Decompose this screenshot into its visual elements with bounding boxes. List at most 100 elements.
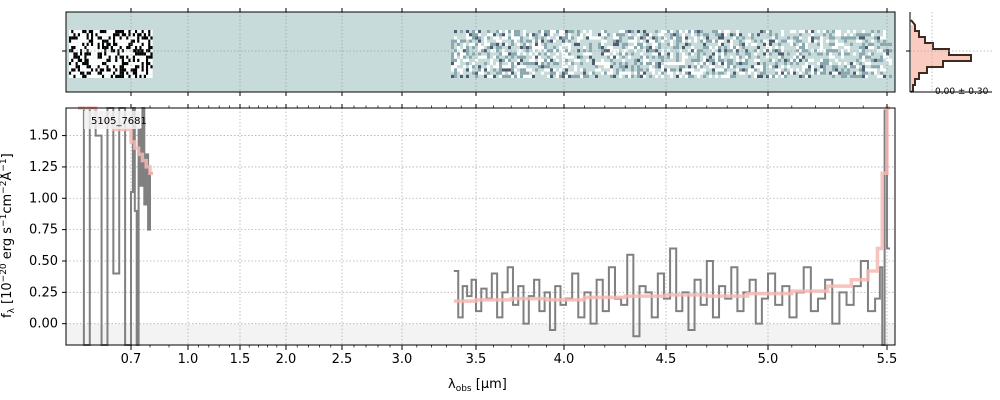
- spectrum-2d-pixel: [835, 30, 838, 34]
- spectrum-2d-pixel: [93, 42, 96, 46]
- spectrum-2d-pixel: [643, 62, 646, 66]
- spectrum-2d-pixel: [532, 46, 535, 50]
- spectrum-2d-pixel: [742, 55, 745, 59]
- spectrum-2d-pixel: [598, 52, 601, 56]
- spectrum-2d-pixel: [150, 30, 153, 34]
- spectrum-2d-pixel: [460, 68, 463, 72]
- spectrum-2d-pixel: [128, 74, 131, 78]
- spectrum-2d-pixel: [508, 74, 511, 78]
- spectrum-2d-pixel: [802, 39, 805, 43]
- spectrum-2d-pixel: [544, 36, 547, 40]
- spectrum-2d-pixel: [613, 42, 616, 46]
- spectrum-2d-pixel: [505, 74, 508, 78]
- spectrum-2d-pixel: [853, 65, 856, 69]
- spectrum-2d-pixel: [853, 42, 856, 46]
- spectrum-2d-pixel: [478, 36, 481, 40]
- spectrum-2d-pixel: [604, 65, 607, 69]
- spectrum-2d-pixel: [106, 52, 109, 56]
- spectrum-2d-pixel: [84, 62, 87, 66]
- spectrum-2d-pixel: [826, 30, 829, 34]
- spectrum-2d-pixel: [754, 39, 757, 43]
- spectrum-2d-pixel: [856, 42, 859, 46]
- spectrum-2d-pixel: [77, 36, 80, 40]
- y-tick-label: 0.75: [29, 223, 58, 238]
- spectrum-2d-pixel: [886, 33, 889, 37]
- spectrum-2d-pixel: [745, 55, 748, 59]
- spectrum-2d-pixel: [652, 33, 655, 37]
- spectrum-2d-pixel: [137, 30, 140, 34]
- spectrum-2d-pixel: [99, 33, 102, 37]
- spectrum-2d-pixel: [517, 65, 520, 69]
- spectrum-2d-pixel: [871, 65, 874, 69]
- spectrum-2d-pixel: [124, 30, 127, 34]
- spectrum-2d-pixel: [712, 36, 715, 40]
- spectrum-2d-pixel: [697, 65, 700, 69]
- spectrum-2d-pixel: [472, 58, 475, 62]
- spectrum-2d-pixel: [520, 52, 523, 56]
- spectrum-2d-pixel: [472, 52, 475, 56]
- spectrum-2d-pixel: [505, 39, 508, 43]
- spectrum-2d-pixel: [670, 74, 673, 78]
- spectrum-2d-pixel: [562, 55, 565, 59]
- spectrum-2d-pixel: [763, 65, 766, 69]
- spectrum-2d-pixel: [811, 52, 814, 56]
- spectrum-2d-pixel: [799, 46, 802, 50]
- spectrum-2d-pixel: [559, 36, 562, 40]
- spectrum-2d-pixel: [739, 46, 742, 50]
- spectrum-2d-pixel: [562, 42, 565, 46]
- spectrum-2d-pixel: [655, 52, 658, 56]
- spectrum-2d-pixel: [742, 30, 745, 34]
- spectrum-2d-pixel: [547, 55, 550, 59]
- spectrum-2d-pixel: [766, 33, 769, 37]
- spectrum-2d-pixel: [108, 74, 111, 78]
- spectrum-2d-pixel: [829, 52, 832, 56]
- spectrum-2d-pixel: [454, 62, 457, 66]
- spectrum-2d-pixel: [457, 46, 460, 50]
- spectrum-2d-pixel: [580, 46, 583, 50]
- x-tick-label: 2.5: [332, 352, 353, 367]
- spectrum-2d-pixel: [784, 33, 787, 37]
- spectrum-2d-pixel: [763, 71, 766, 75]
- spectrum-2d-pixel: [589, 42, 592, 46]
- spectrum-2d-pixel: [871, 58, 874, 62]
- spectrum-2d-pixel: [823, 46, 826, 50]
- spectrum-2d-pixel: [724, 71, 727, 75]
- spectrum-2d-pixel: [124, 33, 127, 37]
- spectrum-2d-pixel: [481, 74, 484, 78]
- spectrum-2d-pixel: [823, 74, 826, 78]
- spectrum-2d-pixel: [793, 71, 796, 75]
- spectrum-2d-pixel: [862, 39, 865, 43]
- spectrum-2d-pixel: [616, 36, 619, 40]
- spectrum-2d-pixel: [104, 33, 107, 37]
- spectrum-2d-pixel: [838, 71, 841, 75]
- spectrum-2d-pixel: [688, 30, 691, 34]
- spectrum-2d-pixel: [751, 65, 754, 69]
- spectrum-2d-pixel: [835, 58, 838, 62]
- spectrum-2d-pixel: [571, 33, 574, 37]
- spectrum-2d-pixel: [772, 58, 775, 62]
- spectrum-2d-pixel: [91, 33, 94, 37]
- spectrum-2d-pixel: [562, 71, 565, 75]
- spectrum-2d-pixel: [104, 30, 107, 34]
- spectrum-2d-pixel: [853, 46, 856, 50]
- spectrum-2d-pixel: [538, 42, 541, 46]
- spectrum-2d-pixel: [766, 71, 769, 75]
- spectrum-2d-pixel: [622, 71, 625, 75]
- spectrum-2d-pixel: [469, 58, 472, 62]
- spectrum-2d-pixel: [502, 55, 505, 59]
- spectrum-2d-pixel: [862, 46, 865, 50]
- spectrum-2d-pixel: [104, 36, 107, 40]
- spectrum-2d-pixel: [139, 39, 142, 43]
- spectrum-2d-pixel: [775, 62, 778, 66]
- spectrum-2d-pixel: [75, 68, 78, 72]
- spectrum-2d-pixel: [664, 33, 667, 37]
- spectrum-2d-pixel: [640, 42, 643, 46]
- spectrum-2d-pixel: [781, 55, 784, 59]
- spectrum-2d-pixel: [550, 39, 553, 43]
- spectrum-2d-pixel: [550, 65, 553, 69]
- spectrum-2d-pixel: [143, 62, 146, 66]
- spectrum-2d-pixel: [886, 30, 889, 34]
- spectrum-2d-pixel: [499, 46, 502, 50]
- spectrum-2d-pixel: [790, 33, 793, 37]
- spectrum-2d-pixel: [69, 65, 72, 69]
